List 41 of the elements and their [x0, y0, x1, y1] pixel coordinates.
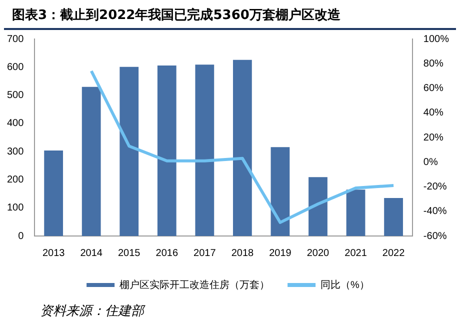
bar	[82, 86, 101, 236]
y2-tick-label: 20%	[423, 132, 444, 144]
y-tick-label: 0	[18, 230, 24, 242]
y2-tick-label: 60%	[423, 83, 444, 94]
y-tick-label: 300	[6, 146, 24, 158]
bar	[233, 60, 252, 236]
y2-tick-label: 0%	[423, 156, 438, 168]
y2-tick-label: 100%	[423, 34, 450, 45]
y-tick-label: 700	[6, 34, 24, 45]
bar	[157, 65, 176, 236]
bar	[195, 64, 214, 236]
y-tick-label: 200	[6, 174, 24, 186]
bar	[44, 150, 64, 236]
bar	[346, 190, 366, 236]
x-tick-label: 2019	[269, 248, 292, 259]
legend-label: 同比（%）	[320, 278, 370, 291]
text: 资料来源：住建部	[39, 303, 146, 320]
x-tick-label: 2015	[118, 248, 141, 259]
x-tick-label: 2016	[156, 248, 178, 259]
bar	[270, 147, 290, 236]
x-tick-label: 2014	[80, 248, 103, 259]
x-tick-label: 2022	[382, 248, 406, 259]
y-tick-label: 500	[6, 90, 24, 102]
bar	[384, 198, 403, 236]
y2-tick-label: -60%	[423, 230, 447, 242]
y2-tick-label: -40%	[423, 206, 447, 218]
x-tick-label: 2020	[306, 248, 330, 259]
x-tick-label: 2021	[344, 248, 368, 259]
y-tick-label: 600	[6, 62, 24, 73]
bar	[308, 177, 328, 236]
bar	[120, 66, 139, 236]
y2-tick-label: 40%	[423, 108, 444, 119]
x-tick-label: 2017	[194, 248, 216, 259]
legend-label: 棚户区实际开工改造住房（万套）	[120, 278, 270, 291]
y2-tick-label: 80%	[423, 58, 444, 70]
y-tick-label: 400	[6, 118, 24, 130]
chart-title: 图表3：截止到2022年我国已完成5360万套棚户区改造	[4, 0, 456, 30]
x-tick-label: 2013	[42, 248, 66, 259]
x-tick-label: 2018	[231, 248, 254, 259]
y2-tick-label: -20%	[423, 182, 447, 192]
y-tick-label: 100	[6, 202, 24, 214]
